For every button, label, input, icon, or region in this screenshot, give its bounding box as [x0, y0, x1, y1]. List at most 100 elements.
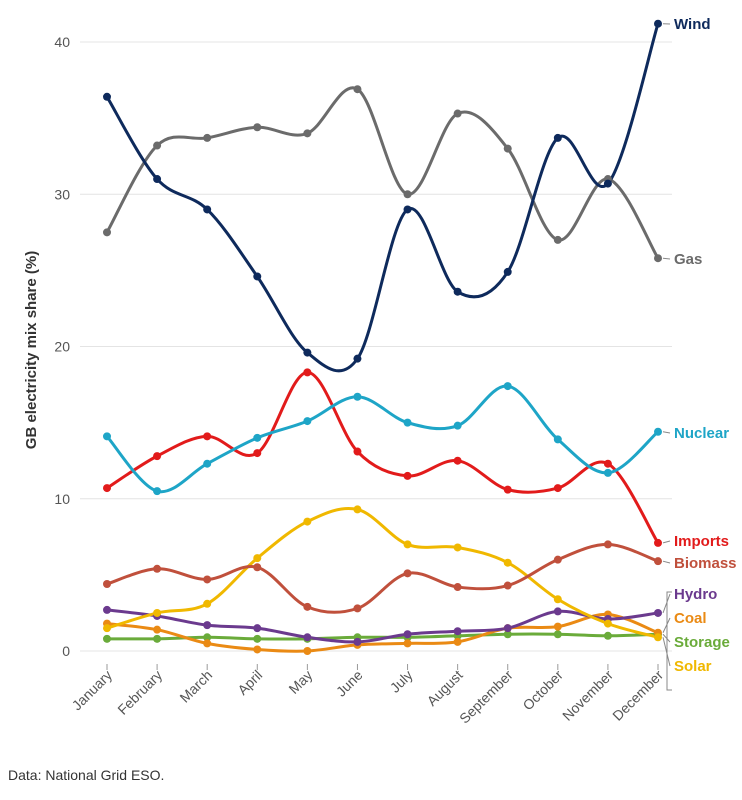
label-leader-gas — [662, 257, 671, 260]
point-coal-august — [453, 637, 462, 646]
point-imports-june — [353, 447, 362, 456]
point-storage-october — [553, 630, 562, 639]
series-label-solar: Solar — [674, 658, 712, 675]
point-imports-february — [153, 452, 162, 461]
point-imports-april — [253, 449, 262, 458]
point-storage-november — [603, 631, 612, 640]
point-hydro-october — [553, 607, 562, 616]
point-coal-march — [203, 639, 212, 648]
point-storage-march — [203, 633, 212, 642]
point-nuclear-june — [353, 392, 362, 401]
series-label-storage: Storage — [674, 634, 730, 651]
point-solar-june — [353, 505, 362, 514]
point-coal-october — [553, 622, 562, 631]
label-leader-nuclear — [662, 431, 671, 434]
x-tick-label-september: September — [456, 667, 516, 727]
series-line-wind — [105, 22, 660, 373]
point-wind-march — [203, 205, 212, 214]
point-solar-may — [303, 517, 312, 526]
point-gas-april — [253, 123, 262, 132]
point-nuclear-august — [453, 421, 462, 430]
point-hydro-august — [453, 627, 462, 636]
label-leader-biomass — [662, 560, 671, 564]
point-nuclear-september — [503, 382, 512, 391]
point-biomass-september — [503, 581, 512, 590]
series-label-wind: Wind — [674, 16, 711, 33]
point-wind-july — [403, 205, 412, 214]
point-gas-march — [203, 133, 212, 142]
point-wind-april — [253, 272, 262, 281]
point-biomass-july — [403, 569, 412, 578]
point-nuclear-january — [103, 432, 111, 441]
series-label-biomass: Biomass — [674, 555, 737, 572]
point-nuclear-march — [203, 459, 212, 468]
y-tick-label: 0 — [62, 643, 70, 659]
series-line-nuclear — [105, 384, 660, 494]
series-line-imports — [105, 370, 660, 545]
x-tick-label-january: January — [69, 667, 116, 714]
point-solar-december — [654, 633, 662, 642]
point-hydro-september — [503, 624, 512, 633]
point-gas-february — [153, 141, 162, 150]
point-gas-may — [303, 129, 312, 138]
y-axis-ticks: 0 10 20 30 40 — [54, 34, 70, 659]
point-storage-september — [503, 630, 512, 639]
point-wind-october — [553, 133, 562, 142]
point-imports-november — [603, 459, 612, 468]
point-gas-september — [503, 144, 512, 153]
point-gas-december — [654, 254, 662, 263]
point-wind-november — [603, 179, 612, 188]
point-coal-february — [153, 625, 162, 634]
point-hydro-june — [353, 637, 362, 646]
point-imports-may — [303, 368, 312, 377]
series-line-biomass — [105, 542, 660, 614]
point-nuclear-april — [253, 433, 262, 442]
x-tick-label-october: October — [519, 667, 566, 714]
point-storage-january — [103, 634, 111, 643]
series-line-solar — [105, 507, 660, 639]
point-gas-january — [103, 228, 111, 237]
point-solar-august — [453, 543, 462, 552]
series-line-gas — [105, 86, 660, 260]
x-tick-label-november: November — [559, 667, 616, 724]
point-solar-february — [153, 608, 162, 617]
point-solar-march — [203, 599, 212, 608]
point-imports-january — [103, 484, 111, 493]
x-tick-label-december: December — [609, 667, 666, 724]
series-line-coal — [105, 612, 660, 653]
x-tick-label-march: March — [176, 667, 215, 706]
point-solar-july — [403, 540, 412, 549]
point-biomass-february — [153, 564, 162, 573]
x-tick-label-may: May — [285, 667, 315, 697]
series-label-imports: Imports — [674, 533, 729, 550]
series-label-nuclear: Nuclear — [674, 425, 729, 442]
point-biomass-march — [203, 575, 212, 584]
y-axis-title: GB electricity mix share (%) — [23, 251, 40, 449]
point-hydro-march — [203, 621, 212, 630]
point-hydro-january — [103, 605, 111, 614]
point-coal-may — [303, 647, 312, 655]
y-tick-label: 20 — [54, 339, 70, 355]
point-gas-june — [353, 85, 362, 94]
point-wind-june — [353, 354, 362, 363]
point-nuclear-december — [654, 427, 662, 436]
point-hydro-december — [654, 608, 662, 617]
point-nuclear-july — [403, 418, 412, 427]
small-series-bracket — [666, 591, 672, 691]
x-tick-label-february: February — [114, 667, 165, 718]
point-biomass-november — [603, 540, 612, 549]
y-tick-label: 40 — [54, 34, 70, 50]
label-leader-imports — [662, 540, 671, 544]
x-tick-label-april: April — [234, 667, 265, 698]
point-biomass-october — [553, 555, 562, 564]
point-imports-september — [503, 485, 512, 494]
y-tick-label: 10 — [54, 491, 70, 507]
point-solar-november — [603, 619, 612, 628]
point-hydro-may — [303, 633, 312, 642]
x-tick-label-june: June — [333, 667, 366, 700]
point-biomass-december — [654, 557, 662, 566]
series-lines — [105, 22, 660, 653]
x-axis-ticks: January February March April May June July Augu… — [69, 664, 666, 727]
point-solar-october — [553, 595, 562, 604]
